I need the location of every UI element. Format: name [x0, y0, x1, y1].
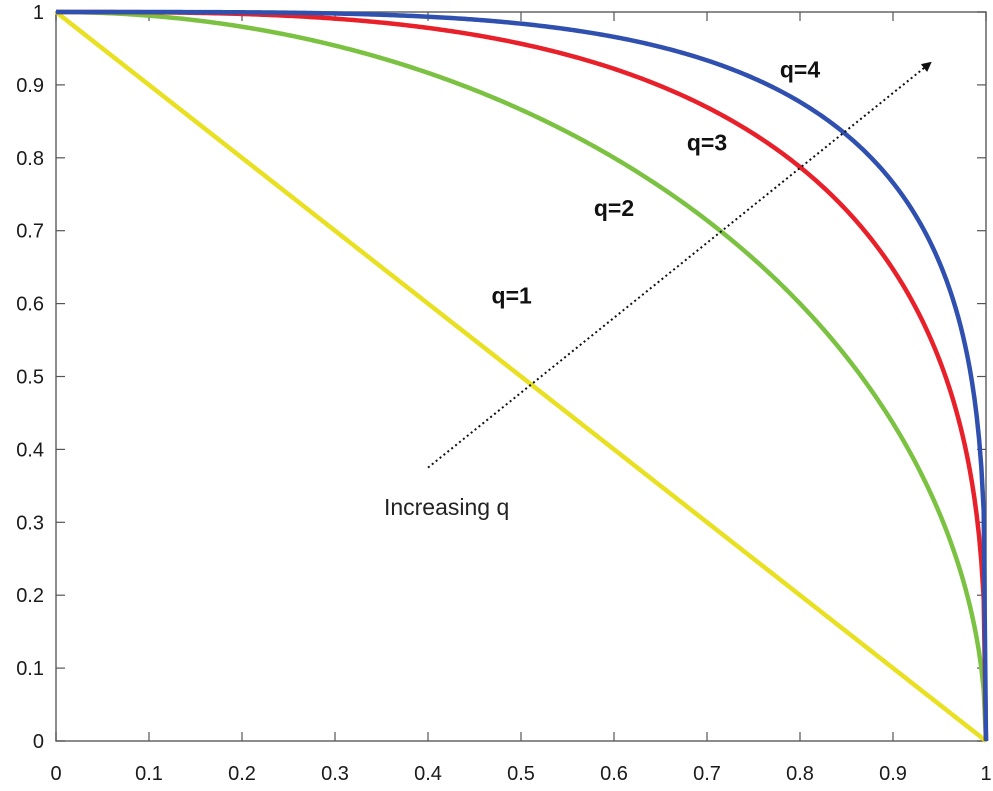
y-axis-ticks: 0 0.1 0.2 0.3 0.4 0.5 0.6 0.7 0.8 0.9 1 [16, 2, 986, 753]
y-tick-label: 0.1 [16, 658, 44, 680]
y-tick-label: 0.9 [16, 75, 44, 97]
x-tick-label: 0.3 [321, 763, 349, 785]
y-tick-label: 0.6 [16, 294, 44, 316]
x-tick-label: 0.4 [414, 763, 442, 785]
annotation-label: Increasing q [384, 494, 509, 520]
y-tick-label: 0.2 [16, 585, 44, 607]
y-tick-label: 0.8 [16, 148, 44, 170]
x-tick-label: 0.9 [879, 763, 907, 785]
x-axis-ticks: 0 0.1 0.2 0.3 0.4 0.5 0.6 0.7 0.8 0.9 1 [50, 12, 992, 785]
series-line-q2 [56, 9, 989, 742]
curve-label: q=3 [687, 130, 727, 156]
y-tick-label: 0 [33, 731, 44, 753]
curve-label: q=2 [594, 195, 634, 221]
x-tick-label: 0.2 [228, 763, 256, 785]
y-tick-label: 1 [33, 2, 44, 24]
series-layer [54, 9, 989, 743]
x-tick-label: 0.6 [600, 763, 628, 785]
x-tick-label: 0 [50, 763, 61, 785]
annotation-layer: q=1 q=2 q=3 q=4 Increasing q [384, 57, 932, 520]
x-tick-label: 0.8 [786, 763, 814, 785]
series-line-q1 [54, 10, 988, 743]
x-tick-label: 1 [980, 763, 991, 785]
y-tick-label: 0.7 [16, 221, 44, 243]
x-tick-label: 0.5 [507, 763, 535, 785]
series-line-q4 [56, 9, 989, 742]
x-tick-label: 0.1 [135, 763, 163, 785]
y-tick-label: 0.5 [16, 367, 44, 389]
x-tick-label: 0.7 [693, 763, 721, 785]
y-tick-label: 0.4 [16, 439, 44, 461]
curve-label: q=1 [492, 283, 532, 309]
curve-label: q=4 [780, 57, 820, 83]
y-tick-label: 0.3 [16, 512, 44, 534]
